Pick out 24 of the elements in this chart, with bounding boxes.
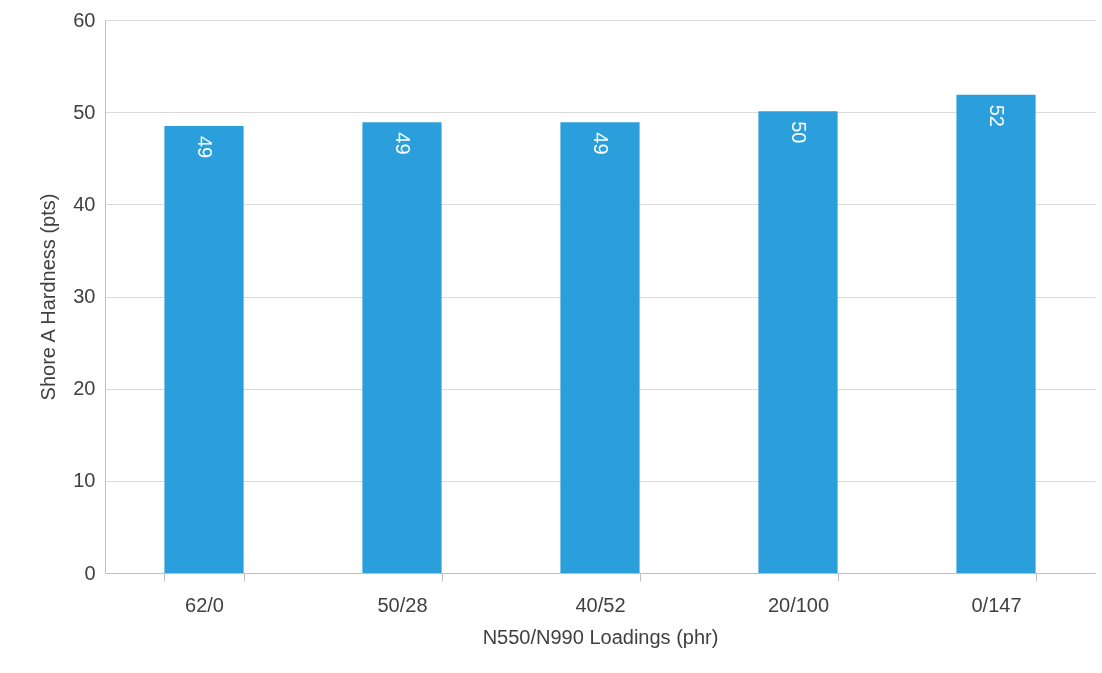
data-label: 49	[194, 135, 216, 159]
x-tick-label: 62/0	[185, 593, 224, 616]
bar	[362, 122, 442, 573]
y-tick-label: 40	[73, 192, 96, 215]
bar	[758, 111, 838, 573]
data-label: 50	[788, 121, 810, 144]
x-axis-title: N550/N990 Loadings (phr)	[482, 625, 719, 648]
x-tick-label: 0/147	[971, 593, 1022, 616]
data-label: 49	[590, 132, 612, 155]
y-tick-label: 50	[73, 100, 96, 123]
x-tick-label: 20/100	[767, 593, 830, 616]
bar	[164, 125, 244, 573]
x-tick-label: 40/52	[575, 593, 626, 616]
bar	[956, 94, 1036, 573]
data-label: 52	[986, 104, 1008, 127]
y-tick-label: 20	[73, 377, 96, 400]
bar	[560, 122, 640, 573]
y-tick-label: 10	[73, 469, 96, 492]
y-tick-label: 0	[84, 561, 96, 584]
data-label: 49	[392, 132, 414, 155]
y-tick-label: 60	[73, 8, 96, 31]
y-tick-label: 30	[73, 285, 96, 307]
x-tick-label: 50/28	[377, 593, 428, 616]
y-axis-title: Shore A Hardness (pts)	[37, 193, 60, 401]
